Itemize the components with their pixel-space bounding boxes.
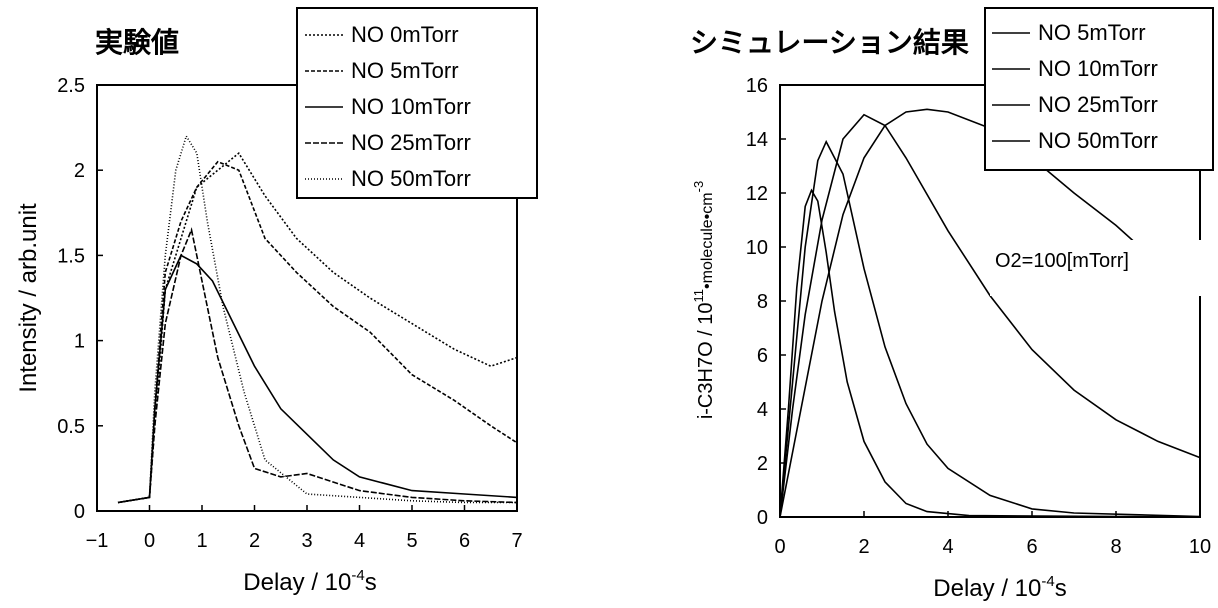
left-x-ticks: −1 0 1 2 3 4 5 6 7 — [86, 505, 523, 552]
right-legend-label: NO 5mTorr — [1038, 20, 1146, 45]
left-x-tick-label: 1 — [196, 530, 207, 552]
left-x-tick-label: 0 — [144, 530, 155, 552]
left-y-tick-label: 2 — [74, 160, 85, 182]
right-x-tick-label: 4 — [942, 536, 953, 558]
right-x-tick-label: 10 — [1189, 536, 1211, 558]
left-y-tick-label: 1.5 — [57, 245, 85, 267]
left-y-tick-label: 0 — [74, 501, 85, 523]
left-series-line — [117, 227, 518, 504]
left-x-tick-label: 6 — [459, 530, 470, 552]
right-chart: シミュレーション結果 0 2 4 6 8 10 12 14 16 0 2 4 6 8 10 i-C3H7O… — [690, 7, 1214, 602]
left-x-tick-label: 2 — [249, 530, 260, 552]
left-series-lines — [117, 134, 518, 504]
left-series-line — [117, 160, 518, 504]
right-series-line — [779, 113, 1201, 518]
right-x-ticks: 0 2 4 6 8 10 — [774, 511, 1211, 558]
left-y-tick-label: 1 — [74, 331, 85, 353]
left-series-line — [117, 134, 517, 504]
right-legend: NO 5mTorr NO 10mTorr NO 25mTorr NO 50mTorr — [984, 7, 1214, 171]
left-y-tick-label: 2.5 — [57, 75, 85, 97]
right-series-line — [779, 139, 1201, 518]
right-x-tick-label: 6 — [1026, 536, 1037, 558]
annotation-bg — [990, 240, 1212, 296]
right-x-axis-label: Delay / 10-4s — [933, 573, 1066, 602]
right-x-tick-label: 2 — [858, 536, 869, 558]
right-y-tick-label: 2 — [757, 453, 768, 475]
left-x-tick-label: 7 — [511, 530, 522, 552]
oxygen-annotation: O2=100[mTorr] — [995, 250, 1129, 272]
left-x-tick-label: −1 — [86, 530, 109, 552]
left-x-tick-label: 3 — [301, 530, 312, 552]
right-y-tick-label: 6 — [757, 345, 768, 367]
left-y-tick-label: 0.5 — [57, 416, 85, 438]
left-x-axis-label: Delay / 10-4s — [243, 567, 376, 596]
right-x-tick-label: 8 — [1110, 536, 1121, 558]
right-y-tick-label: 0 — [757, 507, 768, 529]
right-legend-label: NO 25mTorr — [1038, 92, 1158, 117]
left-legend-box — [296, 7, 538, 199]
left-chart-title: 実験値 — [95, 26, 179, 58]
right-y-axis-label: i-C3H7O / 1011•molecule•cm-3 — [691, 181, 717, 419]
left-legend-label: NO 50mTorr — [351, 166, 471, 191]
right-y-tick-label: 12 — [746, 183, 768, 205]
left-chart: 実験値 00.511.522.5 −1 0 1 2 3 4 5 6 7 Intensity / … — [15, 7, 538, 596]
left-x-tick-label: 5 — [406, 530, 417, 552]
left-legend-label: NO 0mTorr — [351, 22, 459, 47]
left-y-axis-label: Intensity / arb.unit — [15, 203, 42, 393]
right-y-tick-label: 16 — [746, 75, 768, 97]
left-y-ticks: 0 0.5 1 1.5 2 2.5 — [57, 75, 103, 523]
right-series-line — [779, 188, 1201, 518]
right-y-tick-label: 4 — [757, 399, 768, 421]
left-legend-label: NO 25mTorr — [351, 130, 471, 155]
right-legend-box — [984, 7, 1214, 171]
left-series-line — [117, 254, 518, 504]
left-x-tick-label: 4 — [354, 530, 365, 552]
left-legend-label: NO 10mTorr — [351, 94, 471, 119]
right-legend-label: NO 10mTorr — [1038, 56, 1158, 81]
left-legend-label: NO 5mTorr — [351, 58, 459, 83]
right-x-tick-label: 0 — [774, 536, 785, 558]
right-chart-title: シミュレーション結果 — [690, 26, 969, 58]
right-y-tick-label: 14 — [746, 129, 768, 151]
left-legend: NO 0mTorr NO 5mTorr NO 10mTorr NO 25mTorr NO… — [296, 7, 538, 199]
left-series-line — [117, 152, 518, 504]
right-y-tick-label: 8 — [757, 291, 768, 313]
right-y-ticks: 0 2 4 6 8 10 12 14 16 — [746, 75, 786, 529]
right-legend-label: NO 50mTorr — [1038, 128, 1158, 153]
right-series-lines — [779, 108, 1201, 518]
right-y-tick-label: 10 — [746, 237, 768, 259]
